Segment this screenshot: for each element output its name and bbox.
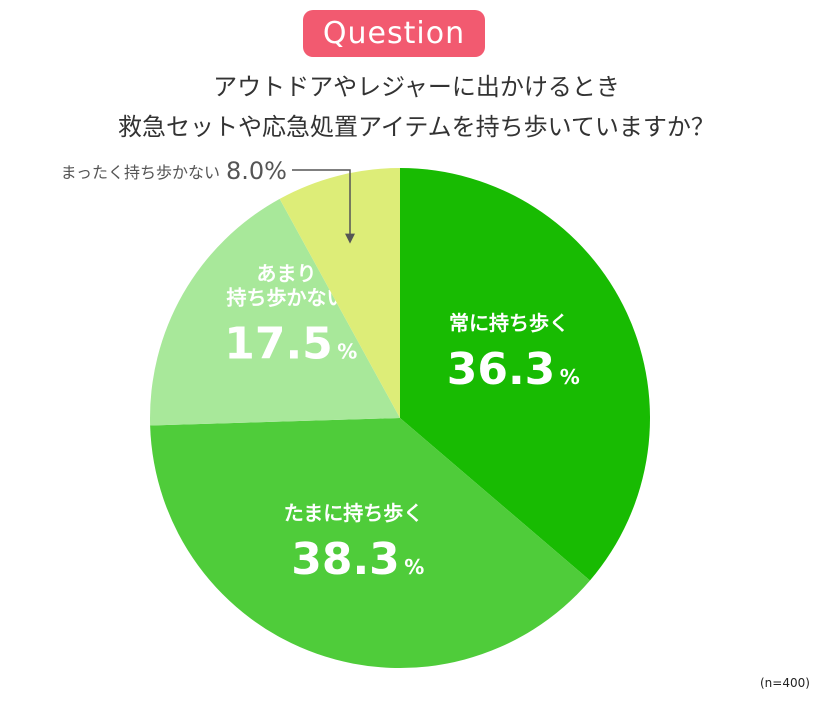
chart-title-line-2: 救急セットや応急処置アイテムを持ち歩いていますか？ — [118, 113, 715, 141]
slice-category-label: たまに持ち歩く — [284, 501, 423, 525]
slice-value-unit: % — [560, 365, 580, 389]
slice-value-label: 17.5 — [224, 318, 333, 369]
slice-value-unit: % — [337, 339, 357, 363]
slice-value-label: 36.3 — [447, 344, 556, 395]
chart-title-line-1: アウトドアやレジャーに出かけるとき — [213, 73, 620, 101]
callout-arrowhead — [345, 233, 355, 244]
slice-label-group-2: たまに持ち歩く 38.3% — [284, 501, 425, 585]
pie-slice-1 — [400, 168, 651, 581]
callout-value-label: 8.0% — [226, 157, 287, 185]
slice-category-label: あまり — [257, 261, 317, 285]
question-badge: Question — [303, 10, 485, 57]
callout-leader-line — [292, 169, 351, 236]
slice-label-group-1: 常に持ち歩く 36.3% — [447, 311, 580, 395]
slice-value-unit: % — [404, 555, 424, 579]
slice-category-label: 持ち歩かない — [227, 285, 347, 309]
sample-size-note: (n=400) — [760, 676, 810, 690]
pie-slice-4 — [279, 168, 400, 418]
slice-value-label: 38.3 — [291, 534, 400, 585]
callout-category-label: まったく持ち歩かない — [61, 163, 220, 182]
pie-slice-3 — [149, 198, 400, 426]
pie-slice-2 — [150, 418, 590, 669]
slice-category-label: 常に持ち歩く — [449, 311, 569, 335]
